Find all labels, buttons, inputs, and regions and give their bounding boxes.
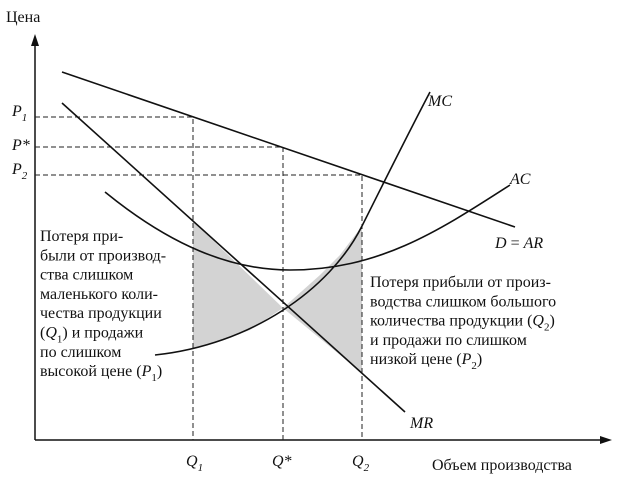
annotation-line: по слишком	[40, 344, 121, 361]
annotation-line: высокой цене (P1)	[40, 363, 162, 384]
text: низкой цене (	[370, 351, 462, 368]
left-annotation: Потеря при-были от производ-ства слишком…	[40, 228, 166, 384]
loss-area-right	[283, 226, 362, 373]
price-tick: P*	[11, 137, 30, 154]
text: )	[157, 363, 162, 380]
quantity-tick: Q*	[272, 453, 292, 470]
annotation-line: чества продукции	[40, 305, 162, 322]
text: по слишком	[40, 344, 121, 361]
mr-curve	[61, 102, 406, 413]
text: Потеря при-	[40, 228, 123, 245]
text: чества продукции	[40, 305, 162, 322]
text: )	[549, 313, 554, 330]
quantity-tick: Q1	[186, 453, 203, 474]
ac-label: AC	[509, 171, 531, 188]
variable: P	[141, 363, 152, 380]
annotation-line: водства слишком большого	[370, 293, 556, 310]
x-arrow	[600, 436, 612, 444]
text: )	[477, 351, 482, 368]
annotation-line: маленького коли-	[40, 286, 158, 303]
text: ства слишком	[40, 267, 133, 284]
variable: Q	[532, 313, 544, 330]
y-arrow	[31, 34, 39, 46]
variable: Q	[45, 325, 57, 342]
subscript: 1	[57, 334, 63, 346]
right-annotation: Потеря прибыли от произ-водства слишком …	[370, 274, 556, 372]
annotation-line: были от производ-	[40, 247, 166, 264]
text: ) и продажи	[62, 325, 143, 342]
annotation-line: и продажи по слишком	[370, 332, 527, 349]
demand-curve	[61, 71, 516, 228]
text: были от производ-	[40, 247, 166, 264]
mr-label: MR	[409, 415, 433, 432]
demand-label: D = AR	[494, 235, 543, 252]
y-axis-label: Цена	[6, 9, 40, 26]
annotation-line: ства слишком	[40, 267, 133, 284]
text: высокой цене (	[40, 363, 142, 380]
subscript: 1	[151, 372, 157, 384]
annotation-line: низкой цене (P2)	[370, 351, 482, 372]
x-axis-label: Объем производства	[432, 457, 572, 474]
price-tick: P2	[11, 161, 28, 182]
text: Потеря прибыли от произ-	[370, 274, 551, 291]
annotation-line: Потеря при-	[40, 228, 123, 245]
p2-q2-guide	[35, 174, 363, 440]
text: и продажи по слишком	[370, 332, 527, 349]
text: водства слишком большого	[370, 293, 556, 310]
price-tick: P1	[11, 103, 27, 124]
subscript: 2	[544, 322, 550, 334]
mc-curve	[154, 91, 431, 356]
annotation-line: (Q1) и продажи	[40, 325, 144, 346]
annotation-line: Потеря прибыли от произ-	[370, 274, 551, 291]
subscript: 2	[471, 360, 477, 372]
text: маленького коли-	[40, 286, 158, 303]
annotation-line: количества продукции (Q2)	[370, 313, 555, 334]
text: количества продукции (	[370, 313, 532, 330]
mc-label: MC	[427, 93, 452, 110]
quantity-tick: Q2	[352, 453, 370, 474]
variable: P	[461, 351, 472, 368]
text: (	[40, 325, 45, 342]
p1-q1-guide	[35, 116, 194, 440]
ac-curve	[104, 184, 511, 271]
loss-area-left	[193, 221, 283, 348]
